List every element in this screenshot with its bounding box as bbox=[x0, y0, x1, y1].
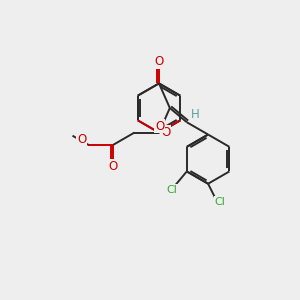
Text: O: O bbox=[154, 55, 164, 68]
Text: O: O bbox=[155, 119, 164, 133]
Text: O: O bbox=[161, 126, 170, 139]
Text: Cl: Cl bbox=[214, 197, 225, 207]
Text: Cl: Cl bbox=[167, 185, 178, 195]
Text: H: H bbox=[191, 108, 200, 121]
Text: O: O bbox=[109, 160, 118, 173]
Text: O: O bbox=[77, 133, 86, 146]
